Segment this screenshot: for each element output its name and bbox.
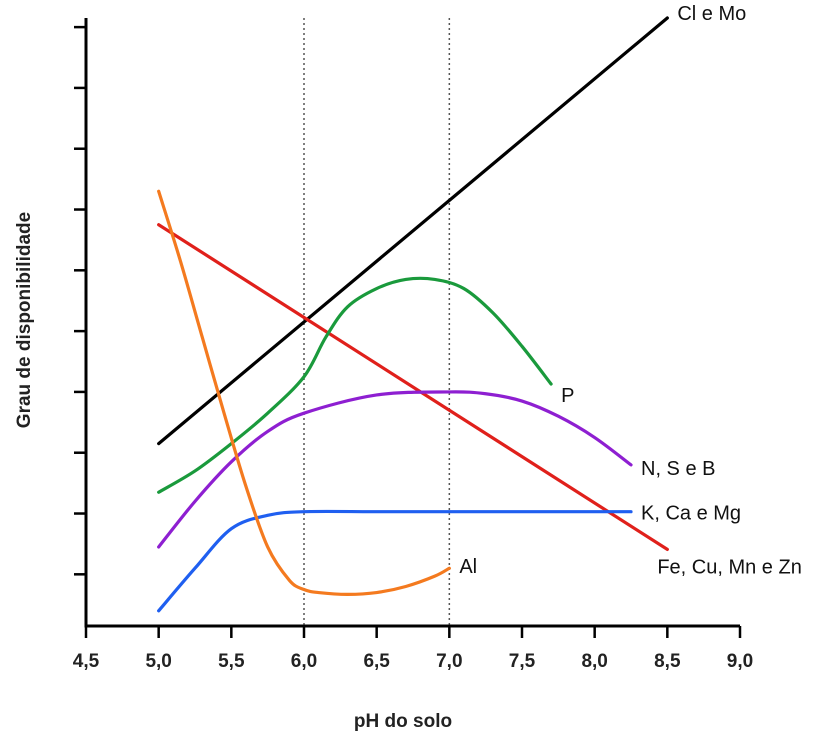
x-tick-label-8: 8,5 — [654, 651, 681, 672]
series-line-5 — [157, 189, 451, 596]
series-line-0 — [157, 16, 669, 446]
x-tick-label-4: 6,5 — [363, 651, 390, 672]
series-lines — [157, 16, 669, 613]
series-label-2: P — [561, 385, 574, 407]
reference-lines — [303, 18, 451, 626]
series-line-1 — [157, 223, 669, 551]
series-line-4 — [157, 509, 633, 613]
x-axis-ticks: 4,5 5,0 5,5 6,0 6,5 7,0 7,5 8,0 8,5 9,0 — [73, 626, 753, 672]
y-axis-title: Grau de disponibilidade — [14, 212, 35, 428]
series-line-2 — [157, 276, 553, 494]
series-label-1: Fe, Cu, Mn e Zn — [657, 556, 802, 578]
y-axis-ticks — [74, 25, 86, 576]
series-labels: Cl e Mo Fe, Cu, Mn e Zn P N, S e B K, Ca e M… — [459, 3, 801, 578]
x-tick-label-3: 6,0 — [291, 651, 317, 672]
x-tick-label-2: 5,5 — [218, 651, 245, 672]
x-tick-label-5: 7,0 — [436, 651, 462, 672]
x-tick-label-7: 8,0 — [581, 651, 607, 672]
series-line-3 — [157, 390, 633, 549]
series-label-3: N, S e B — [641, 458, 715, 480]
x-tick-label-0: 4,5 — [73, 651, 100, 672]
series-label-0: Cl e Mo — [677, 3, 746, 25]
x-tick-label-1: 5,0 — [145, 651, 171, 672]
series-label-4: K, Ca e Mg — [641, 503, 741, 525]
series-label-5: Al — [459, 556, 477, 578]
x-tick-label-9: 9,0 — [727, 651, 753, 672]
x-tick-label-6: 7,5 — [509, 651, 536, 672]
x-axis-title: pH do solo — [354, 711, 452, 732]
